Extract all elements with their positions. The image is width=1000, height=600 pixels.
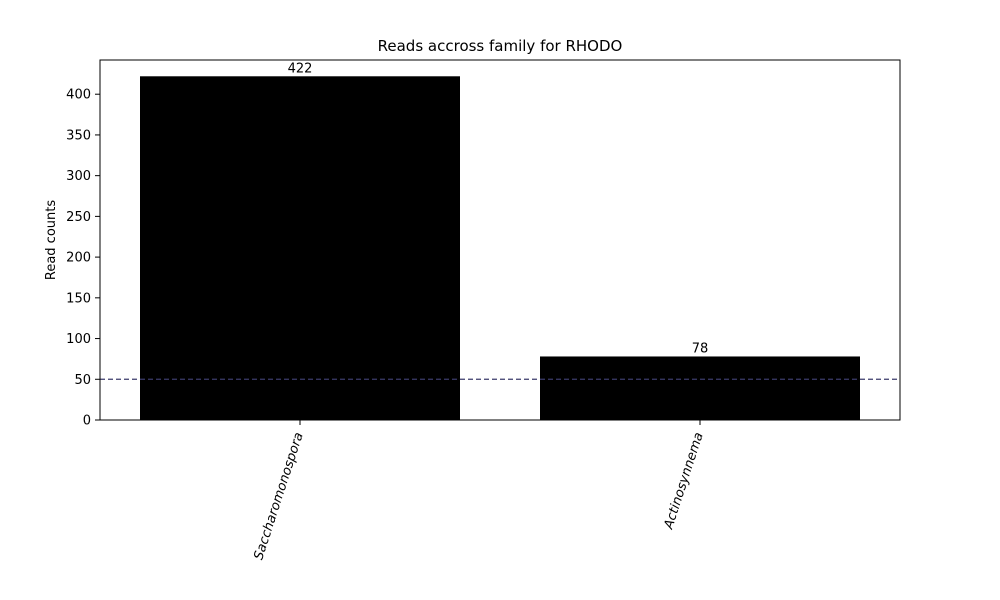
data-label: 422	[288, 61, 313, 76]
y-axis-label: Read counts	[44, 200, 59, 280]
y-tick-label: 0	[83, 414, 91, 429]
x-tick-label: Actinosynnema	[661, 431, 707, 532]
y-axis-ticks: 0 50 100 150 200 250 300 350 400	[66, 88, 100, 429]
y-tick-label: 350	[66, 128, 91, 143]
data-label: 78	[692, 341, 709, 356]
chart-title: Reads accross family for RHODO	[378, 37, 623, 55]
y-tick-label: 300	[66, 169, 91, 184]
y-tick-label: 150	[66, 291, 91, 306]
y-tick-label: 200	[66, 251, 91, 266]
y-tick-label: 100	[66, 332, 91, 347]
bar-saccharomonospora	[140, 76, 460, 421]
data-labels: 422 78	[288, 61, 709, 356]
x-axis-ticks: Saccharomonospora Actinosynnema	[251, 420, 707, 562]
bars	[140, 76, 860, 421]
y-tick-label: 250	[66, 210, 91, 225]
x-tick-label: Saccharomonospora	[251, 431, 306, 562]
y-tick-label: 50	[74, 373, 91, 388]
bar-actinosynnema	[540, 356, 860, 420]
y-tick-label: 400	[66, 88, 91, 103]
plot-frame	[99, 59, 901, 421]
